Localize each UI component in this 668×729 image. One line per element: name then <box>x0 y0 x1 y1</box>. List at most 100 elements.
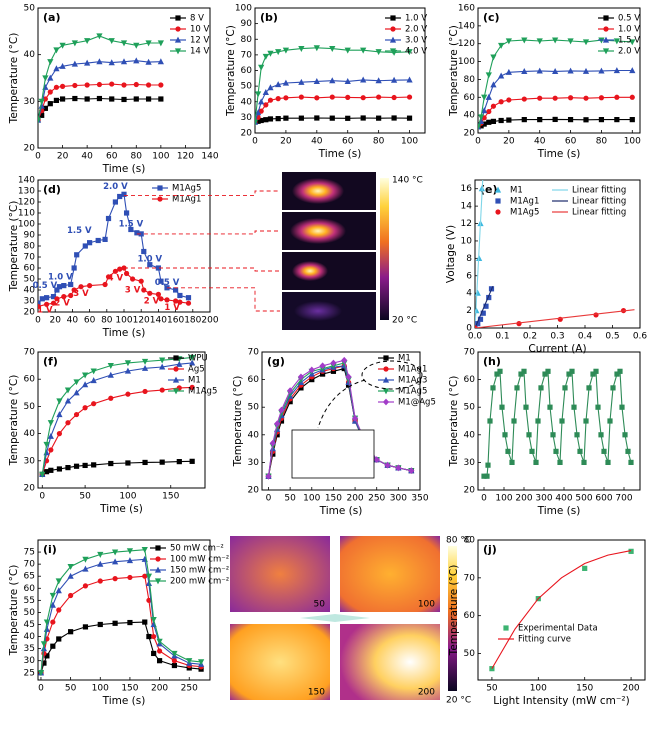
y-tick-label: 50 <box>248 403 260 413</box>
marker <box>614 94 620 100</box>
thermal-image <box>230 536 330 612</box>
marker <box>124 360 132 367</box>
y-tick-label: 25 <box>24 668 35 678</box>
marker <box>97 578 103 584</box>
legend-marker <box>172 376 180 383</box>
marker <box>559 418 565 424</box>
legend-label: Fitting curve <box>518 635 571 645</box>
marker <box>601 448 607 454</box>
x-tick-label: 100 <box>152 152 169 162</box>
marker <box>145 58 152 65</box>
legend-entry: 150 mW cm⁻² <box>150 566 229 576</box>
y-tick-label: 100 <box>18 220 35 230</box>
y-tick-label: 120 <box>18 198 35 208</box>
marker <box>73 389 80 396</box>
legend-entry: M1 <box>168 376 201 386</box>
marker <box>39 296 45 302</box>
image-label: 150 <box>308 688 325 698</box>
x-tick-label: 300 <box>390 494 407 504</box>
marker <box>150 617 157 624</box>
legend-label: 1.5 V <box>618 36 640 46</box>
y-tick-label: 100 <box>235 4 252 14</box>
x-tick-label: 180 <box>184 316 201 326</box>
y-tick-label: 60 <box>464 375 476 385</box>
marker <box>610 385 616 391</box>
marker <box>128 226 134 233</box>
marker <box>177 299 183 305</box>
legend-marker <box>503 625 509 631</box>
y-tick-label: 40 <box>24 429 36 439</box>
marker <box>275 96 281 102</box>
y-tick-label: 2 <box>466 306 472 316</box>
marker <box>121 82 127 88</box>
legend-label: 8 V <box>190 14 204 24</box>
marker <box>123 270 130 277</box>
y-tick-label: 80 <box>464 75 476 85</box>
marker <box>67 572 74 579</box>
y-tick-label: 70 <box>248 348 260 358</box>
marker <box>521 368 527 374</box>
marker <box>360 95 366 101</box>
marker <box>629 67 636 74</box>
marker <box>173 287 179 293</box>
marker <box>625 448 631 454</box>
x-tick-label: 50 <box>79 492 91 502</box>
legend-entry: 14 V <box>170 47 210 57</box>
legend-label: 10 V <box>190 25 210 35</box>
series-line <box>42 460 193 475</box>
marker <box>566 371 572 377</box>
legend-marker <box>173 366 179 372</box>
plot-frame <box>37 7 211 149</box>
marker <box>68 281 74 288</box>
legend-label: Linear fitting <box>572 208 626 218</box>
y-tick-label: 50 <box>464 403 476 413</box>
y-tick-label: 140 <box>458 21 475 31</box>
marker <box>151 650 157 657</box>
marker <box>314 95 320 101</box>
legend-marker <box>175 26 181 32</box>
y-tick-label: 80 <box>24 242 36 252</box>
marker <box>147 290 153 296</box>
marker <box>156 638 163 645</box>
marker <box>341 365 347 372</box>
marker <box>547 404 553 410</box>
plot-frame <box>474 179 641 329</box>
legend-label: M1Ag3 <box>398 376 427 386</box>
marker <box>185 295 192 301</box>
x-tick-label: 500 <box>575 494 592 504</box>
marker <box>283 95 289 101</box>
marker <box>124 367 132 374</box>
marker <box>39 471 46 478</box>
marker <box>48 447 54 453</box>
x-tick-label: 80 <box>373 137 385 147</box>
marker <box>158 96 164 102</box>
y-tick-label: 60 <box>248 375 260 385</box>
legend-marker <box>495 198 501 204</box>
y-tick-label: 60 <box>24 375 36 385</box>
marker <box>171 662 178 669</box>
marker <box>481 121 487 127</box>
marker <box>478 114 485 121</box>
marker <box>262 88 269 95</box>
x-axis-label: Time (s) <box>102 327 146 339</box>
marker <box>142 573 148 579</box>
marker <box>120 58 128 65</box>
marker <box>90 368 97 375</box>
marker <box>189 458 195 464</box>
marker <box>96 58 103 65</box>
series-line <box>475 180 484 328</box>
marker <box>506 97 512 103</box>
marker <box>126 557 134 564</box>
marker <box>509 459 515 465</box>
hot-spot <box>290 218 346 244</box>
series-line <box>41 356 193 475</box>
marker <box>542 371 548 377</box>
series-line <box>475 285 494 328</box>
x-tick-label: 350 <box>411 494 428 504</box>
marker <box>490 118 497 124</box>
marker <box>267 116 274 122</box>
marker <box>518 371 524 377</box>
x-tick-label: 40 <box>311 137 323 147</box>
y-axis-label: Temperature (°C) <box>448 376 460 468</box>
legend-entry: 1.5 V <box>598 36 640 46</box>
